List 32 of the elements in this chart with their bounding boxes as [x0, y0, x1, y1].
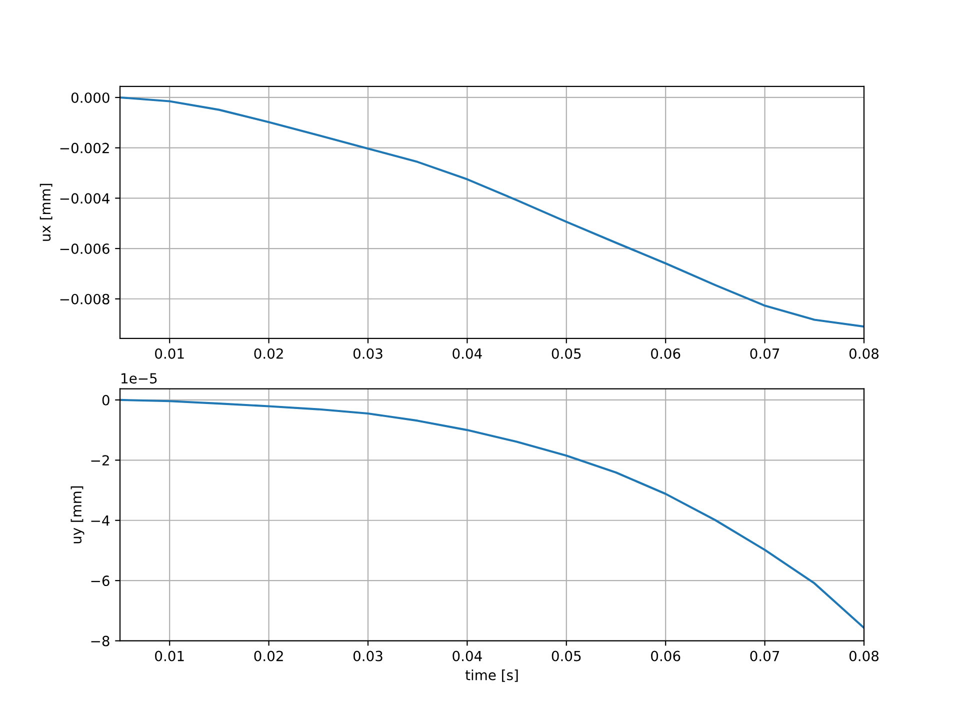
x-axis-title: time [s] [465, 670, 518, 682]
x-tick-label: 0.08 [849, 348, 879, 359]
x-tick-label: 0.07 [750, 650, 780, 662]
x-tick-label: 0.06 [651, 348, 680, 359]
x-tick-label: 0.08 [849, 650, 879, 662]
x-tick-label: 0.06 [651, 650, 680, 662]
y-axis-title: uy [mm] [70, 486, 84, 544]
y-tick-label: −8 [91, 636, 110, 646]
x-tick-label: 0.01 [155, 348, 184, 359]
y-tick-label: −0.004 [60, 193, 110, 204]
x-tick-label: 0.03 [353, 650, 382, 662]
x-tick-label: 0.02 [254, 348, 283, 359]
x-tick-label: 0.03 [353, 348, 382, 359]
y-tick-label: 0.000 [71, 92, 110, 103]
x-tick-label: 0.04 [452, 650, 482, 662]
x-tick-label: 0.05 [552, 348, 581, 359]
y-axis-title: ux [mm] [40, 184, 52, 241]
line-series [120, 398, 864, 629]
x-tick-label: 0.07 [750, 348, 780, 359]
y-tick-label: −6 [91, 576, 110, 586]
x-tick-label: 0.04 [452, 348, 482, 359]
x-tick-label: 0.01 [155, 650, 184, 662]
x-tick-label: 0.02 [254, 650, 283, 662]
y-tick-label: −2 [91, 455, 109, 466]
text: 1e−5 [122, 373, 157, 384]
line-series [120, 96, 864, 328]
x-tick-label: 0.05 [552, 650, 581, 662]
y-tick-label: 0 [102, 394, 110, 406]
y-tick-label: −4 [91, 516, 110, 526]
y-tick-label: −0.008 [60, 294, 110, 304]
y-tick-label: −0.002 [60, 142, 109, 154]
y-tick-label: −0.006 [60, 243, 110, 254]
